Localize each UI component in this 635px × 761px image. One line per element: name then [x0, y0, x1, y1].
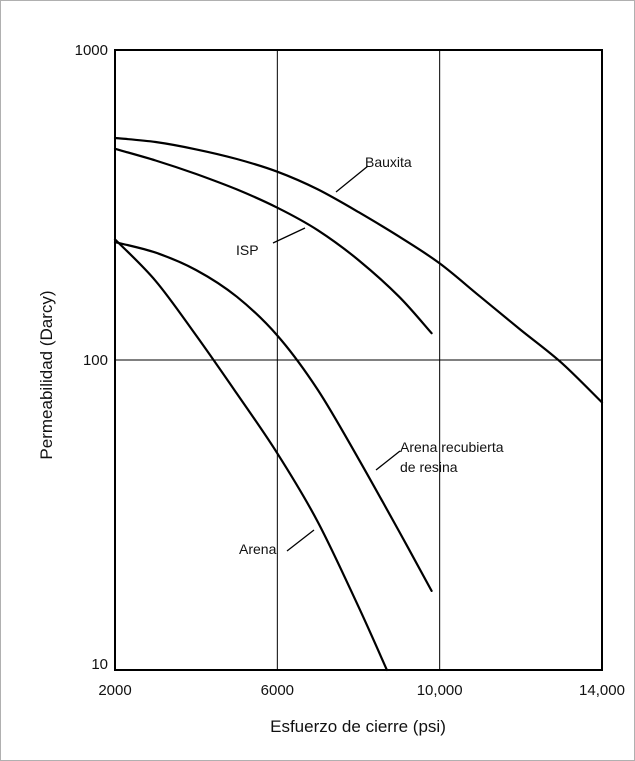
series-lines [113, 136, 604, 672]
series-line-arena-recubierta-de-resina [113, 241, 433, 592]
x-tick-label: 10,000 [417, 682, 463, 699]
y-tick-label: 100 [83, 352, 108, 369]
x-tick-label: 14,000 [579, 682, 625, 699]
series-line-bauxita [113, 136, 604, 404]
annotation-bauxita: Bauxita [365, 154, 412, 170]
y-axis-label: Permeabilidad (Darcy) [37, 290, 56, 459]
x-tick-label: 6000 [261, 682, 294, 699]
annotation-arena-recubierta-de-resina: Arena recubierta de resina [400, 439, 504, 475]
tick-labels: 2000 6000 10,000 14,000 10 100 1000 [75, 42, 625, 699]
annotation-isp: ISP [236, 242, 259, 258]
annotation-leader-bauxita [335, 165, 369, 193]
annotation-leader-arena-recubierta-de-resina [375, 450, 401, 471]
series-line-arena [113, 238, 388, 672]
series-line-isp [113, 147, 433, 335]
annotation-leader-arena [286, 529, 315, 552]
x-tick-label: 2000 [98, 682, 131, 699]
annotation-arena: Arena [239, 541, 277, 557]
series-annotations: Bauxita ISP Arena recubierta de resina Arena [236, 154, 504, 557]
x-axis-label: Esfuerzo de cierre (psi) [270, 717, 446, 736]
plot-area-border [114, 49, 603, 671]
y-tick-label: 10 [91, 656, 108, 673]
annotation-leader-isp [272, 227, 306, 244]
y-tick-label: 1000 [75, 42, 108, 59]
grid-lines [115, 50, 602, 670]
